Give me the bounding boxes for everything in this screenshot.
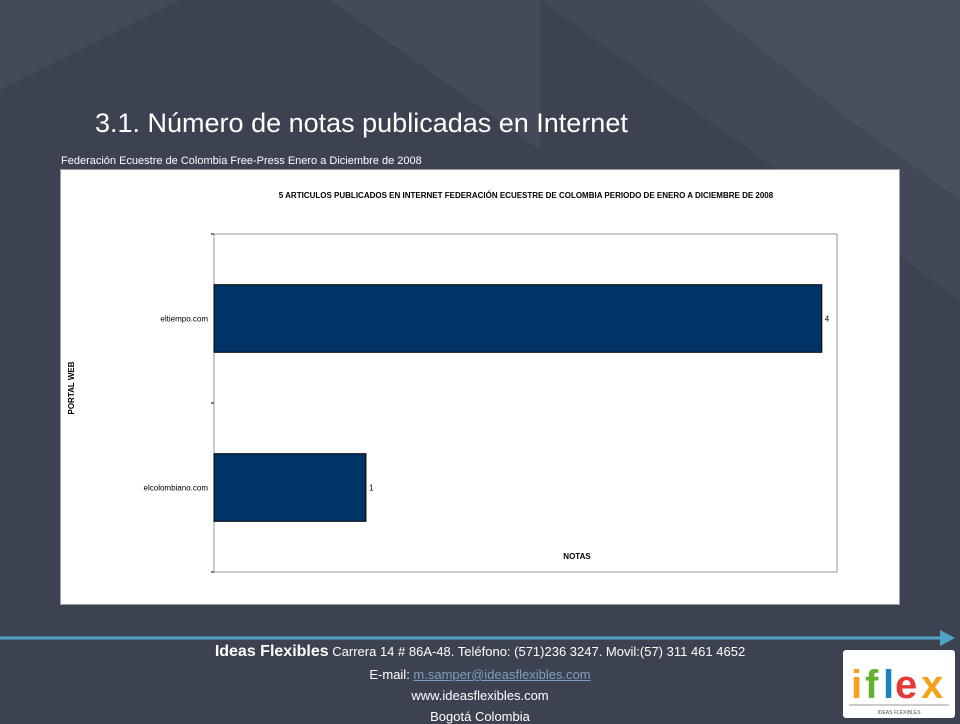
- chart-container: 5 ARTICULOS PUBLICADOS EN INTERNET FEDER…: [60, 169, 900, 605]
- x-axis-label: NOTAS: [563, 552, 591, 561]
- iflex-logo-icon: i f l e x IDEAS FLEXIBLES: [849, 663, 949, 716]
- email-link[interactable]: m.samper@ideasflexibles.com: [413, 667, 591, 682]
- category-label: elcolombiano.com: [144, 484, 209, 493]
- bar-elcolombiano-com: [213, 453, 367, 522]
- accent-arrow-icon: [940, 630, 955, 646]
- data-label: 4: [825, 315, 830, 324]
- company-address: Carrera 14 # 86A-48. Teléfono: (571)236 …: [328, 644, 746, 659]
- svg-text:f: f: [865, 663, 879, 707]
- svg-text:i: i: [851, 663, 862, 707]
- chart-caption: Federación Ecuestre de Colombia Free-Pre…: [61, 155, 422, 167]
- company-name: Ideas Flexibles: [214, 643, 329, 660]
- bars-group: 4 eltiempo.com 1 elcolombiano.com: [144, 284, 830, 522]
- slide-title: 3.1. Número de notas publicadas en Inter…: [95, 108, 628, 138]
- data-label: 1: [369, 484, 374, 493]
- bar-eltiempo-com: [213, 284, 823, 353]
- svg-text:l: l: [883, 663, 894, 707]
- footer-website: www.ideasflexibles.com: [411, 688, 549, 703]
- chart-title: 5 ARTICULOS PUBLICADOS EN INTERNET FEDER…: [279, 191, 774, 200]
- y-axis-label: PORTAL WEB: [67, 361, 76, 414]
- company-logo: i f l e x IDEAS FLEXIBLES: [843, 650, 955, 718]
- email-label: E-mail:: [369, 667, 414, 682]
- svg-text:x: x: [921, 663, 943, 707]
- footer-city: Bogotá Colombia: [430, 709, 530, 724]
- footer-contact: Ideas Flexibles Carrera 14 # 86A-48. Tel…: [0, 643, 960, 661]
- bar-chart: 5 ARTICULOS PUBLICADOS EN INTERNET FEDER…: [67, 191, 838, 573]
- category-label: eltiempo.com: [160, 315, 208, 324]
- svg-text:IDEAS FLEXIBLES: IDEAS FLEXIBLES: [877, 710, 921, 716]
- footer-email: E-mail: m.samper@ideasflexibles.com: [0, 667, 960, 682]
- svg-text:e: e: [895, 663, 917, 707]
